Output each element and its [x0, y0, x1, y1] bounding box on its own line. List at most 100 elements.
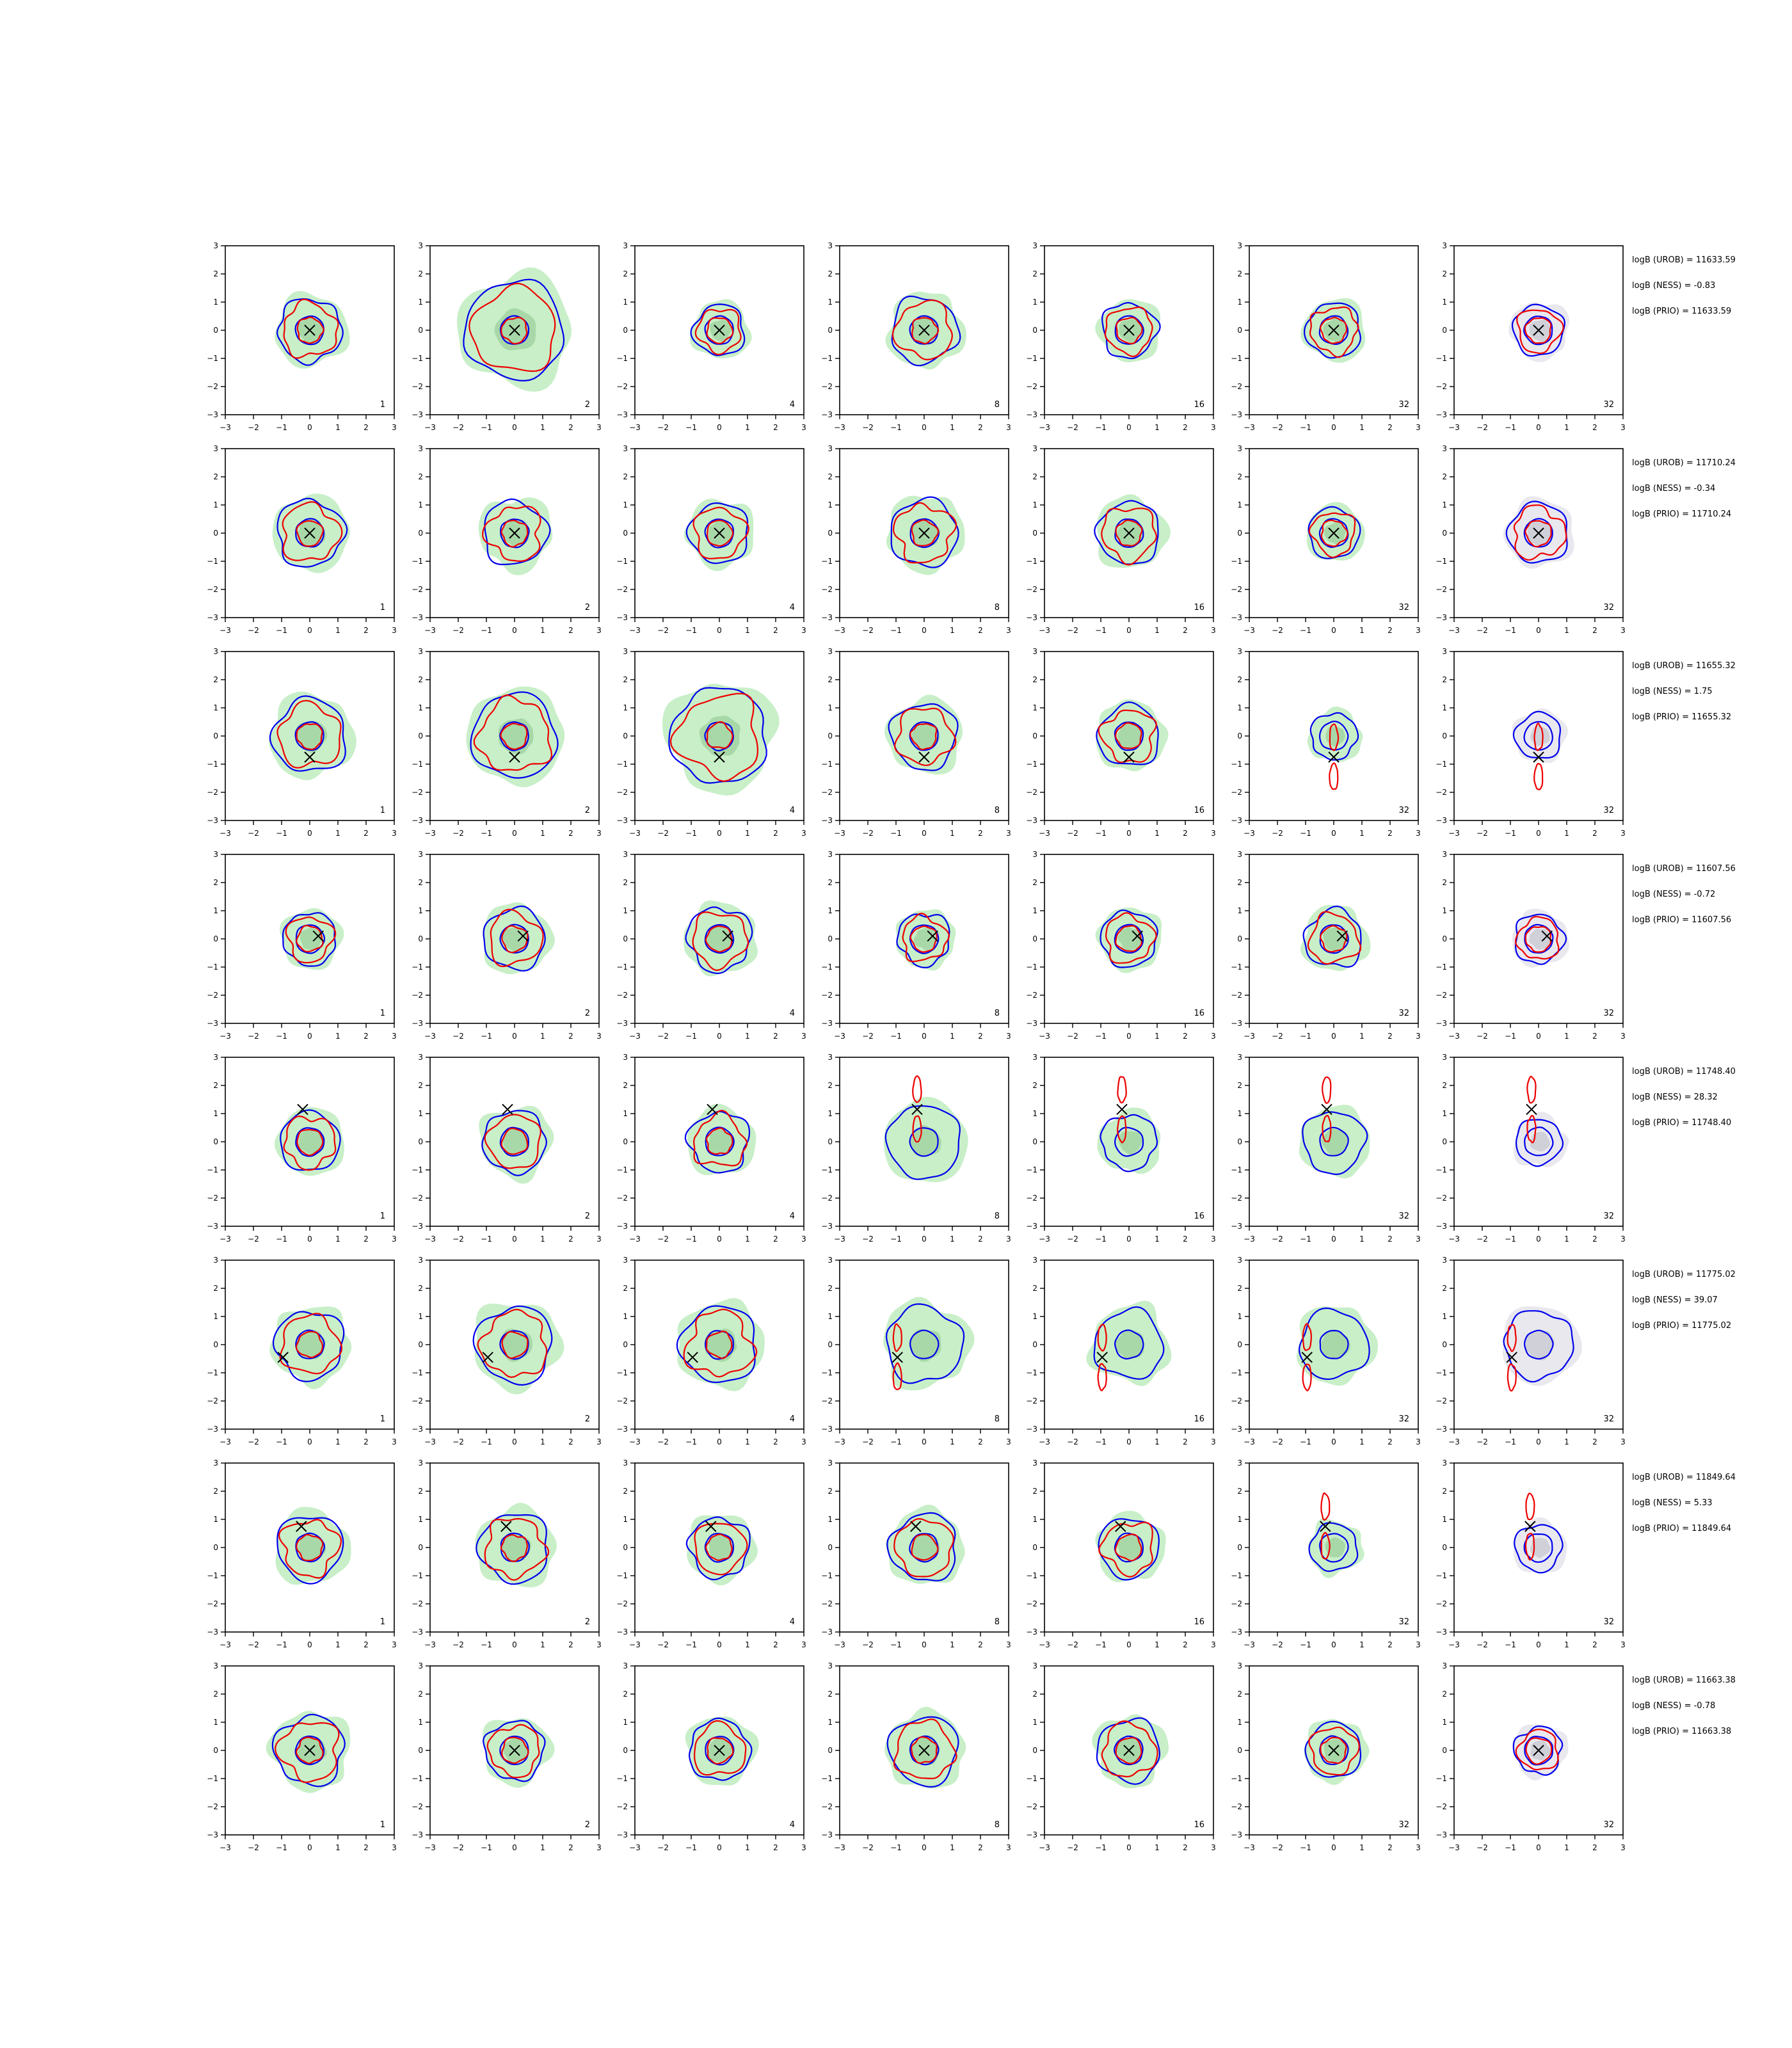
- y-tick-label: −2: [1231, 382, 1242, 391]
- x-tick-label: 0: [922, 1437, 927, 1446]
- contour-red-outer: [692, 911, 749, 972]
- y-tick-label: −1: [412, 557, 423, 566]
- y-tick-label: −1: [412, 1368, 423, 1377]
- true-parameter-marker: [911, 1103, 923, 1116]
- y-tick-label: 0: [1032, 934, 1037, 943]
- x-tick-label: −1: [890, 1032, 902, 1041]
- y-tick-label: 0: [418, 732, 423, 740]
- contour-blue-outer: [1299, 1307, 1370, 1380]
- y-tick-label: −1: [1436, 1165, 1447, 1174]
- x-tick-label: −2: [452, 1640, 464, 1649]
- y-tick-label: −3: [1231, 1425, 1242, 1434]
- y-tick-label: −3: [1026, 1628, 1037, 1636]
- logb-stat-prio: logB (PRIO) = 11633.59: [1632, 307, 1731, 316]
- x-tick-label: 3: [801, 1437, 806, 1446]
- x-tick-label: 1: [745, 829, 750, 838]
- contour-red-inner: [1525, 1737, 1553, 1765]
- x-tick-label: 3: [1211, 626, 1216, 635]
- x-tick-label: 3: [1416, 1235, 1421, 1244]
- contour-red-inner: [295, 1331, 323, 1359]
- y-tick-label: −3: [412, 1425, 423, 1434]
- x-tick-label: −2: [1272, 1640, 1283, 1649]
- y-tick-label: 3: [623, 444, 628, 453]
- x-tick-label: 2: [364, 1843, 369, 1852]
- x-tick-label: 0: [512, 1032, 517, 1041]
- y-tick-label: 1: [828, 906, 833, 915]
- panel-r8-c3: −3−3 −2 −2 −1 −1 0 0 1 1 2 2 3 3 4: [616, 1661, 806, 1852]
- true-parameter-marker: [296, 1521, 307, 1532]
- panel-count-label: 2: [585, 603, 590, 612]
- x-tick-label: 1: [1564, 626, 1569, 635]
- y-tick-label: 3: [213, 1256, 218, 1265]
- panel-count-label: 1: [380, 1820, 385, 1830]
- y-tick-label: −1: [207, 760, 218, 769]
- y-tick-label: −2: [412, 1802, 423, 1811]
- x-tick-label: −3: [1039, 829, 1050, 838]
- true-parameter-marker: [304, 527, 316, 539]
- contour-blue-outer: [1302, 905, 1362, 968]
- y-tick-label: 0: [1032, 1137, 1037, 1146]
- density-inner-fill: [913, 927, 937, 950]
- logb-stat-prio: logB (PRIO) = 11710.24: [1632, 509, 1731, 519]
- x-tick-label: −3: [220, 1032, 231, 1041]
- x-tick-label: 2: [1592, 1437, 1597, 1446]
- contour-red-inner: [500, 1128, 529, 1155]
- x-tick-label: −2: [862, 626, 874, 635]
- density-inner-fill: [300, 927, 323, 951]
- y-tick-label: 0: [1442, 529, 1447, 538]
- y-tick-label: 3: [1442, 850, 1447, 859]
- y-tick-label: 0: [1442, 934, 1447, 943]
- contour-red-inner: [500, 316, 528, 345]
- x-tick-label: 3: [801, 1640, 806, 1649]
- x-tick-label: −1: [1505, 423, 1516, 432]
- y-tick-label: −3: [1436, 1628, 1447, 1636]
- x-tick-label: 3: [801, 1843, 806, 1852]
- y-tick-label: 3: [1032, 1661, 1037, 1670]
- logb-stat-urob: logB (UROB) = 11748.40: [1632, 1067, 1736, 1076]
- y-tick-label: −1: [412, 1774, 423, 1783]
- y-tick-label: −2: [1231, 585, 1242, 594]
- y-tick-label: 0: [418, 1340, 423, 1349]
- y-tick-label: 3: [1237, 850, 1242, 859]
- x-tick-label: −3: [220, 1437, 231, 1446]
- x-tick-label: 3: [1620, 1437, 1626, 1446]
- x-tick-label: −2: [1067, 1640, 1078, 1649]
- x-tick-label: −2: [862, 1437, 874, 1446]
- x-tick-label: 1: [1359, 626, 1364, 635]
- x-tick-label: −2: [248, 626, 259, 635]
- y-tick-label: 0: [1442, 1340, 1447, 1349]
- y-tick-label: 3: [1442, 1256, 1447, 1265]
- panel-r5-c2: −3−3 −2 −2 −1 −1 0 0 1 1 2 2 3 3 2: [412, 1053, 602, 1244]
- y-tick-label: −3: [821, 1222, 833, 1231]
- y-tick-label: −3: [1231, 1222, 1242, 1231]
- panel-count-label: 2: [585, 1820, 590, 1830]
- y-tick-label: 0: [828, 1137, 833, 1146]
- panel-count-label: 16: [1194, 1617, 1204, 1627]
- x-tick-label: 1: [540, 1843, 545, 1852]
- panel-count-label: 1: [380, 1414, 385, 1424]
- x-tick-label: 2: [978, 1843, 983, 1852]
- x-tick-label: 0: [1126, 829, 1132, 838]
- x-tick-label: 3: [392, 1235, 397, 1244]
- y-tick-label: 3: [623, 1256, 628, 1265]
- y-tick-label: 2: [1032, 1487, 1037, 1496]
- x-tick-label: −3: [220, 1640, 231, 1649]
- contour-red-mode-a: [1533, 723, 1544, 751]
- x-tick-label: 2: [364, 1032, 369, 1041]
- y-tick-label: −2: [616, 585, 628, 594]
- contour-red-inner: [500, 723, 528, 750]
- x-tick-label: 2: [1183, 1843, 1188, 1852]
- y-tick-label: 1: [418, 298, 423, 307]
- x-tick-label: −2: [1476, 1843, 1488, 1852]
- y-tick-label: −1: [821, 1774, 833, 1783]
- x-tick-label: −2: [1476, 423, 1488, 432]
- x-tick-label: −1: [481, 423, 492, 432]
- contour-red-outer: [486, 1724, 540, 1779]
- y-tick-label: 0: [828, 529, 833, 538]
- x-tick-label: 2: [1388, 1437, 1393, 1446]
- x-tick-label: 2: [1592, 829, 1597, 838]
- logb-stat-ness: logB (NESS) = 39.07: [1632, 1295, 1718, 1305]
- panel-count-label: 32: [1398, 1414, 1409, 1424]
- contour-blue-inner: [909, 315, 939, 345]
- y-tick-label: −2: [821, 991, 833, 1000]
